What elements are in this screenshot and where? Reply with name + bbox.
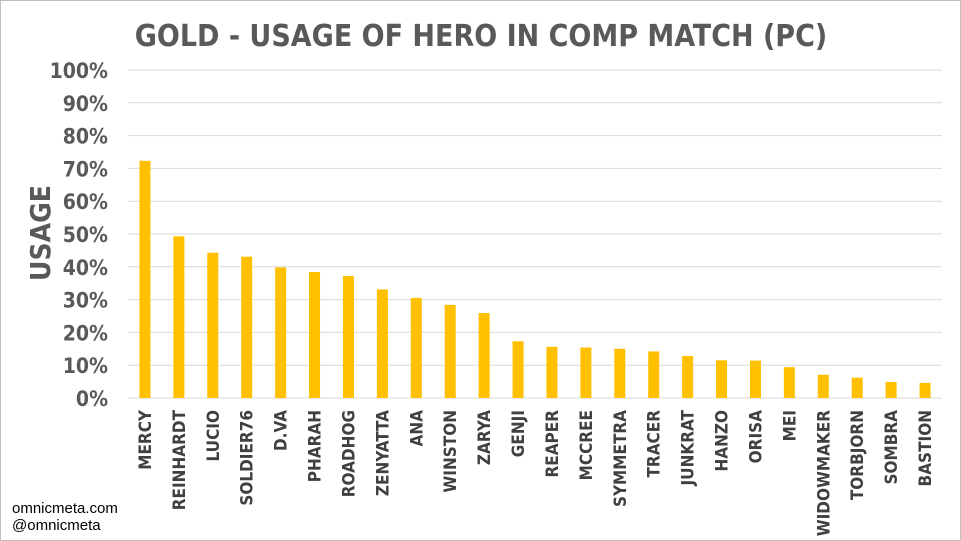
x-tick-label: LUCIO — [204, 410, 224, 461]
x-tick-label: WINSTON — [441, 410, 461, 493]
y-tick-label: 20% — [63, 321, 108, 345]
bar-mei — [783, 367, 795, 398]
y-tick-label: 70% — [63, 157, 108, 181]
bar-soldier76 — [241, 256, 253, 398]
x-tick-label: SYMMETRA — [611, 410, 631, 507]
y-tick-label: 100% — [50, 59, 108, 83]
x-tick-label: REINHARDT — [170, 409, 190, 510]
x-tick-label: ORISA — [746, 410, 766, 463]
bar-pharah — [309, 272, 321, 398]
bar-d-va — [275, 267, 287, 398]
x-tick-label: MEI — [780, 410, 800, 441]
x-tick-labels: MERCY REINHARDT LUCIO SOLDIER76 D.VA PHARAH RO… — [136, 409, 936, 536]
bar-symmetra — [614, 348, 626, 398]
x-tick-label: TORBJORN — [848, 410, 868, 500]
y-tick-label: 60% — [63, 190, 108, 214]
gridlines — [128, 69, 942, 399]
bar-genji — [512, 341, 524, 398]
x-tick-label: GENJI — [509, 410, 529, 457]
x-tick-label: MERCY — [136, 409, 156, 470]
x-tick-label: HANZO — [713, 410, 733, 472]
x-tick-label: SOLDIER76 — [238, 410, 258, 506]
bar-hanzo — [716, 360, 728, 398]
bar-winston — [444, 304, 456, 398]
y-axis-label: USAGE — [24, 185, 57, 281]
x-tick-label: WIDOWMAKER — [814, 410, 834, 537]
bar-zarya — [478, 313, 490, 398]
bar-tracer — [648, 351, 660, 398]
y-tick-label: 80% — [63, 125, 108, 149]
bar-bastion — [919, 382, 931, 398]
x-tick-label: SOMBRA — [882, 410, 902, 485]
x-tick-label: REAPER — [543, 410, 563, 478]
bar-zenyatta — [376, 289, 388, 398]
bar-roadhog — [342, 275, 354, 398]
x-tick-label: TRACER — [645, 410, 665, 478]
bar-ana — [410, 297, 422, 398]
x-tick-label: D.VA — [272, 410, 292, 451]
x-tick-label: ROADHOG — [339, 410, 359, 497]
bar-mccree — [580, 347, 592, 398]
credit-handle: @omnicmeta — [12, 517, 101, 534]
x-tick-label: MCCREE — [577, 410, 597, 480]
credit-site: omnicmeta.com — [12, 500, 118, 517]
bar-lucio — [207, 252, 219, 398]
chart-title: GOLD - USAGE OF HERO IN COMP MATCH (PC) — [135, 19, 827, 54]
x-tick-label: JUNKRAT — [679, 409, 699, 486]
x-tick-label: ZENYATTA — [373, 410, 393, 496]
y-tick-label: 90% — [63, 92, 108, 116]
y-tick-label: 40% — [63, 256, 108, 280]
bar-orisa — [749, 360, 761, 398]
bar-reaper — [546, 346, 558, 398]
y-tick-label: 50% — [63, 223, 108, 247]
y-tick-label: 30% — [63, 289, 108, 313]
x-tick-label: BASTION — [916, 410, 936, 486]
bar-sombra — [885, 381, 897, 398]
bars — [139, 160, 931, 398]
bar-torbjorn — [851, 377, 863, 398]
x-tick-label: ANA — [407, 410, 427, 447]
y-tick-label: 10% — [63, 354, 108, 378]
x-tick-label: PHARAH — [306, 410, 326, 482]
bar-junkrat — [682, 356, 694, 398]
bar-mercy — [139, 160, 151, 398]
x-tick-label: ZARYA — [475, 410, 495, 465]
y-tick-label: 0% — [76, 387, 108, 411]
bar-widowmaker — [817, 374, 829, 398]
bar-reinhardt — [173, 236, 185, 398]
y-tick-labels: 0% 10% 20% 30% 40% 50% 60% 70% 80% 90% 100% — [50, 59, 108, 411]
